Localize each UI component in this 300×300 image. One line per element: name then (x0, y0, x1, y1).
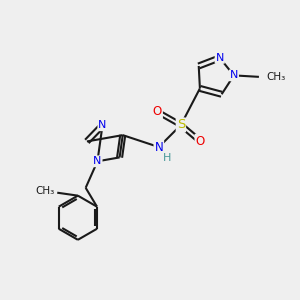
Text: N: N (230, 70, 238, 80)
Text: N: N (154, 141, 163, 154)
Text: O: O (195, 135, 205, 148)
Text: O: O (153, 105, 162, 118)
Text: CH₃: CH₃ (266, 72, 286, 82)
Text: N: N (215, 53, 224, 63)
Text: CH₃: CH₃ (35, 186, 54, 196)
Text: H: H (163, 153, 171, 163)
Text: N: N (98, 120, 107, 130)
Text: S: S (177, 118, 185, 131)
Text: N: N (93, 156, 102, 166)
